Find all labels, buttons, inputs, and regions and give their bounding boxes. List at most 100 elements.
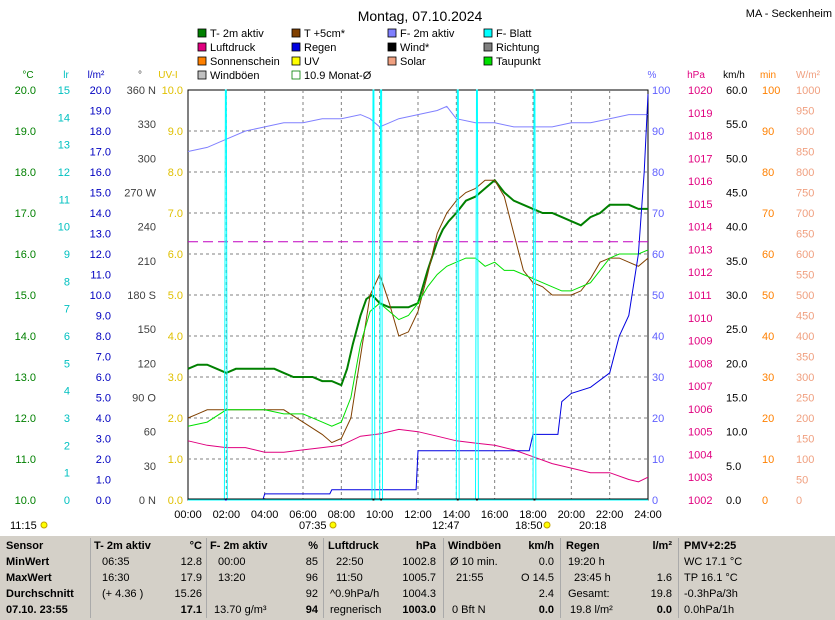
rain-row1: 19:20 h [568, 556, 605, 568]
tick-label-solar: 900 [796, 126, 814, 138]
tick-label-temp: 14.0 [15, 331, 36, 343]
tick-label-uv: 10.0 [162, 85, 183, 97]
tick-label-hum: 100 [652, 85, 670, 97]
left-time-label: 11:15 [10, 520, 37, 532]
noon-label: 12:47 [432, 520, 460, 532]
x-tick-label: 18:00 [519, 509, 547, 521]
tick-label-temp: 12.0 [15, 413, 36, 425]
tick-label-lr: 1 [64, 468, 70, 480]
axis-label-dir: ° [138, 70, 142, 81]
tick-label-dir: 90 O [132, 393, 156, 405]
tick-label-lr: 8 [64, 276, 70, 288]
tick-label-min: 80 [762, 167, 774, 179]
axis-label-temp: °C [22, 70, 33, 81]
tick-label-lr: 4 [64, 386, 70, 398]
tick-label-solar: 950 [796, 106, 814, 118]
tick-label-wind: 0.0 [726, 495, 741, 507]
rain-row2-time: 23:45 h [574, 572, 611, 584]
sun-icon [329, 521, 337, 529]
rain-row2-value: 1.6 [656, 572, 672, 584]
x-tick-label: 20:00 [558, 509, 586, 521]
tick-label-solar: 500 [796, 290, 814, 302]
tick-label-min: 30 [762, 372, 774, 384]
tick-label-solar: 150 [796, 434, 814, 446]
tick-label-wind: 30.0 [726, 290, 747, 302]
press-header: Luftdruck [328, 540, 379, 552]
pmv-header: PMV+2:25 [684, 540, 737, 552]
legend-swatch [291, 42, 301, 52]
gust-bft: 0 Bft N [452, 604, 486, 616]
rain-total-label: Gesamt: [568, 588, 610, 600]
press-current: 1003.0 [402, 604, 436, 616]
tick-label-temp: 18.0 [15, 167, 36, 179]
tick-label-uv: 5.0 [168, 290, 183, 302]
tick-label-lr: 6 [64, 331, 70, 343]
chart-title: Montag, 07.10.2024 [358, 8, 483, 24]
series-f-2m-aktiv [187, 105, 648, 152]
tick-label-temp: 19.0 [15, 126, 36, 138]
tick-label-uv: 3.0 [168, 372, 183, 384]
legend-swatch [197, 28, 207, 38]
tick-label-solar: 100 [796, 454, 814, 466]
tick-label-wind: 20.0 [726, 358, 747, 370]
tick-label-lr: 3 [64, 413, 70, 425]
tick-label-lr: 13 [58, 140, 70, 152]
legend-label: Wind* [400, 42, 430, 54]
tick-label-solar: 800 [796, 167, 814, 179]
tick-label-solar: 200 [796, 413, 814, 425]
legend-swatch [197, 42, 207, 52]
f2m-max-value: 96 [305, 572, 318, 584]
tick-label-press: 1012 [688, 267, 712, 279]
axis-label-hum: % [648, 70, 657, 81]
press-unit: hPa [415, 540, 436, 552]
rain-column: Regen l/m² 19:20 h 23:45 h 1.6 Gesamt: 1… [566, 536, 674, 620]
tick-label-rain: 14.0 [90, 208, 111, 220]
tick-label-temp: 10.0 [15, 495, 36, 507]
tick-label-press: 1019 [688, 108, 712, 120]
tick-label-dir: 60 [144, 427, 156, 439]
tick-label-press: 1013 [688, 244, 712, 256]
tick-label-wind: 35.0 [726, 256, 747, 268]
tick-label-rain: 10.0 [90, 290, 111, 302]
f2m-unit: % [308, 540, 318, 552]
legend-swatch [291, 28, 301, 38]
tick-label-press: 1010 [688, 313, 712, 325]
tick-label-dir: 120 [138, 358, 156, 370]
tick-label-press: 1011 [688, 290, 712, 302]
press-column: Luftdruck hPa 22:50 1002.8 11:50 1005.7 … [328, 536, 440, 620]
legend-swatch [483, 42, 493, 52]
tick-label-uv: 6.0 [168, 249, 183, 261]
tick-label-min: 60 [762, 249, 774, 261]
tick-label-hum: 40 [652, 331, 664, 343]
tick-label-uv: 7.0 [168, 208, 183, 220]
press-avg-value: 1004.3 [402, 588, 436, 600]
pmv-trend1h: 0.0hPa/1h [684, 604, 735, 616]
gust-unit: km/h [528, 540, 554, 552]
tick-label-rain: 16.0 [90, 167, 111, 179]
x-tick-label: 10:00 [366, 509, 394, 521]
tick-label-solar: 850 [796, 147, 814, 159]
t2m-current: 17.1 [180, 604, 202, 616]
tick-label-min: 10 [762, 454, 774, 466]
tick-label-press: 1009 [688, 336, 712, 348]
tick-label-lr: 15 [58, 85, 70, 97]
legend-swatch [197, 56, 207, 66]
tick-label-press: 1007 [688, 381, 712, 393]
sun-icon [40, 521, 48, 529]
pmv-dewpoint: TP 16.1 °C [684, 572, 738, 584]
axis-label-uv: UV-I [158, 70, 177, 81]
legend-label: F- Blatt [496, 28, 531, 40]
tick-label-rain: 15.0 [90, 188, 111, 200]
tick-label-min: 0 [762, 495, 768, 507]
tick-label-lr: 9 [64, 249, 70, 261]
x-tick-label: 12:00 [404, 509, 432, 521]
tick-label-press: 1020 [688, 85, 712, 97]
tick-label-wind: 50.0 [726, 153, 747, 165]
maxwert-label: MaxWert [6, 572, 52, 584]
tick-label-dir: 270 W [124, 188, 156, 200]
tick-label-lr: 12 [58, 167, 70, 179]
rain-current: 0.0 [656, 604, 672, 616]
x-tick-label: 04:00 [251, 509, 279, 521]
f2m-header: F- 2m aktiv [210, 540, 268, 552]
tick-label-rain: 12.0 [90, 249, 111, 261]
